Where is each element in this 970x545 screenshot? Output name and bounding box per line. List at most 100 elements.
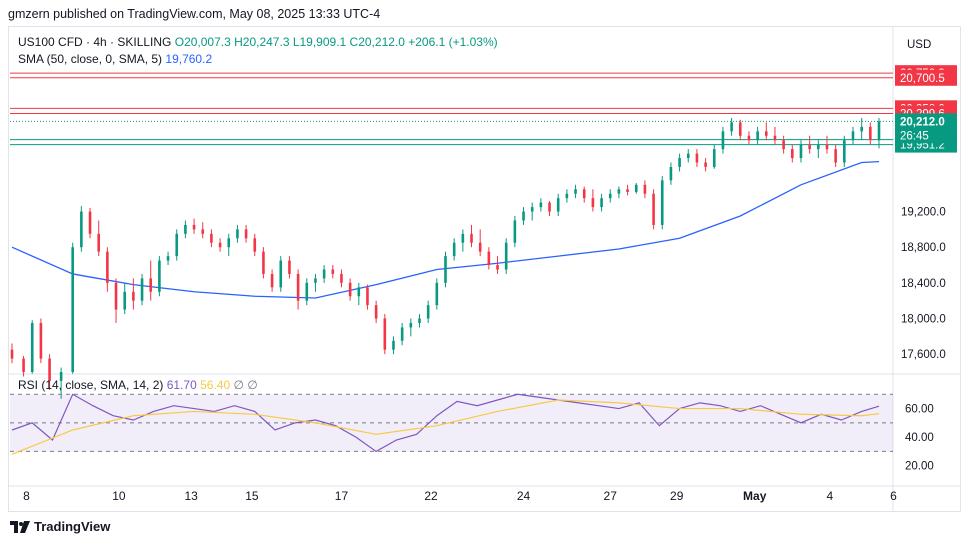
candle-body bbox=[643, 184, 647, 194]
candle-body bbox=[288, 260, 291, 274]
candle-body bbox=[201, 229, 205, 234]
symbol-label[interactable]: US100 CFD · 4h · SKILLING bbox=[18, 35, 172, 49]
candle-body bbox=[704, 162, 707, 167]
candle-body bbox=[279, 260, 283, 288]
candle-body bbox=[478, 242, 482, 252]
last-price-countdown: 26:45 bbox=[900, 130, 929, 142]
candle-body bbox=[114, 282, 118, 310]
time-tick-label: May bbox=[743, 489, 767, 503]
candle-body bbox=[166, 256, 170, 261]
time-tick-label: 27 bbox=[604, 489, 618, 503]
candle-body bbox=[192, 224, 196, 230]
time-tick-label: 24 bbox=[517, 489, 531, 503]
candle-body bbox=[140, 278, 144, 301]
candle-body bbox=[721, 131, 725, 150]
candle-body bbox=[357, 287, 361, 297]
candle-body bbox=[608, 193, 612, 199]
candle-body bbox=[686, 153, 690, 159]
candle-body bbox=[591, 198, 595, 208]
candle-body bbox=[305, 282, 309, 301]
candle-body bbox=[712, 149, 716, 167]
candle-body bbox=[244, 229, 248, 239]
footer-brand[interactable]: TradingView bbox=[10, 519, 110, 534]
rsi-label[interactable]: RSI (14, close, SMA, 14, 2) bbox=[18, 378, 164, 392]
brand-name: TradingView bbox=[34, 519, 111, 534]
chart-frame[interactable] bbox=[8, 26, 961, 512]
price-tick-label: 18,400.0 bbox=[901, 278, 946, 290]
candle-body bbox=[331, 269, 335, 274]
price-tick-label: 19,200.0 bbox=[901, 207, 946, 219]
candle-body bbox=[10, 349, 14, 359]
candle-body bbox=[39, 322, 43, 359]
candle-body bbox=[747, 135, 751, 141]
candle-body bbox=[409, 322, 413, 328]
candle-body bbox=[738, 122, 742, 136]
candle-body bbox=[470, 233, 473, 243]
candle-body bbox=[487, 251, 491, 266]
candle-body bbox=[634, 184, 638, 192]
candle-body bbox=[149, 278, 153, 292]
candle-body bbox=[218, 242, 222, 248]
candle-body bbox=[791, 149, 794, 159]
candle-body bbox=[22, 358, 25, 372]
candle-body bbox=[97, 233, 100, 252]
candle-body bbox=[695, 153, 699, 163]
level-label-bg bbox=[895, 69, 957, 86]
rsi-legend: RSI (14, close, SMA, 14, 2) 61.70 56.40 … bbox=[18, 378, 258, 392]
candle-body bbox=[426, 305, 430, 319]
candle-body bbox=[582, 189, 586, 199]
candle-body bbox=[626, 189, 629, 192]
sma-label[interactable]: SMA (50, close, 0, SMA, 5) bbox=[18, 52, 163, 66]
candle-body bbox=[600, 198, 603, 208]
candle-body bbox=[817, 144, 820, 150]
candle-body bbox=[808, 144, 811, 150]
candle-body bbox=[392, 340, 395, 350]
published-banner: gmzern published on TradingView.com, May… bbox=[8, 7, 381, 21]
candle-body bbox=[71, 247, 74, 372]
candle-body bbox=[799, 144, 803, 159]
candle-body bbox=[175, 233, 179, 257]
rsi-ma-line bbox=[11, 399, 880, 455]
candle-body bbox=[825, 144, 829, 150]
candle-body bbox=[340, 273, 343, 283]
candle-body bbox=[782, 140, 785, 150]
candle-body bbox=[210, 233, 213, 243]
candle-body bbox=[869, 126, 872, 141]
candle-body bbox=[773, 135, 777, 141]
rsi-value: 61.70 bbox=[166, 378, 197, 392]
candle-body bbox=[730, 122, 733, 132]
candle-body bbox=[877, 121, 881, 141]
candle-body bbox=[444, 256, 447, 283]
time-tick-label: 13 bbox=[185, 489, 199, 503]
price-tick-label: 18,800.0 bbox=[901, 242, 946, 254]
price-tick-label: 18,000.0 bbox=[901, 314, 946, 326]
candle-body bbox=[513, 220, 517, 243]
candle-body bbox=[132, 291, 135, 301]
candle-body bbox=[80, 211, 83, 248]
time-tick-label: 22 bbox=[424, 489, 438, 503]
candle-body bbox=[496, 265, 499, 270]
candle-body bbox=[262, 251, 265, 274]
candle-body bbox=[461, 233, 465, 243]
candle-body bbox=[106, 251, 109, 283]
candle-body bbox=[565, 193, 569, 199]
rsi-ma-value: 56.40 bbox=[200, 378, 231, 392]
level-label: 20,700.5 bbox=[900, 73, 945, 85]
candle-body bbox=[270, 273, 274, 288]
candle-body bbox=[48, 358, 51, 381]
rsi-tick-label: 40.00 bbox=[905, 432, 934, 444]
sma-value: 19,760.2 bbox=[165, 52, 213, 66]
candle-body bbox=[236, 229, 239, 239]
candle-body bbox=[366, 287, 369, 306]
candle-body bbox=[756, 131, 759, 141]
candle-body bbox=[539, 202, 543, 208]
candle-body bbox=[88, 211, 92, 234]
candle-body bbox=[617, 189, 621, 194]
time-tick-label: 10 bbox=[112, 489, 126, 503]
candle-body bbox=[574, 189, 577, 194]
candle-body bbox=[418, 318, 421, 323]
candle-body bbox=[764, 131, 768, 136]
time-tick-label: 29 bbox=[670, 489, 684, 503]
rsi-tick-label: 60.00 bbox=[905, 404, 934, 416]
